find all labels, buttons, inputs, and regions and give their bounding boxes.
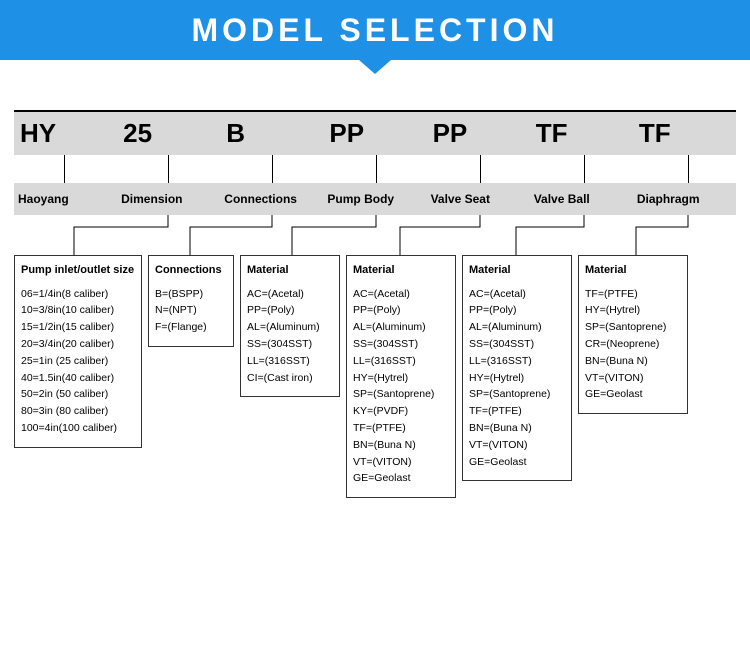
- label-cell: Pump Body: [323, 183, 426, 215]
- detail-box-header: Material: [353, 262, 449, 280]
- detail-box: Pump inlet/outlet size 06=1/4in(8 caliber…: [14, 255, 142, 448]
- detail-item: 80=3in (80 caliber): [21, 403, 135, 420]
- detail-item: AC=(Acetal): [247, 286, 333, 303]
- elbow-connector: [292, 215, 376, 255]
- detail-item: GE=Geolast: [585, 386, 681, 403]
- code-cell: PP: [323, 112, 426, 155]
- detail-box-header: Material: [247, 262, 333, 280]
- detail-item: SS=(304SST): [469, 336, 565, 353]
- detail-item: PP=(Poly): [353, 302, 449, 319]
- connector-line: [584, 155, 585, 183]
- banner-arrow-icon: [359, 60, 391, 74]
- code-cell: PP: [427, 112, 530, 155]
- code-cell: 25: [117, 112, 220, 155]
- detail-box-header: Connections: [155, 262, 227, 280]
- detail-item: AL=(Aluminum): [353, 319, 449, 336]
- detail-box-header: Material: [585, 262, 681, 280]
- detail-item: CI=(Cast iron): [247, 370, 333, 387]
- label-cell: Connections: [220, 183, 323, 215]
- connector-line: [64, 155, 65, 183]
- connector-line: [688, 155, 689, 183]
- detail-box: Connections B=(BSPP)N=(NPT)F=(Flange): [148, 255, 234, 347]
- detail-item: 10=3/8in(10 caliber): [21, 302, 135, 319]
- detail-item: SS=(304SST): [247, 336, 333, 353]
- detail-item: AL=(Aluminum): [247, 319, 333, 336]
- detail-item: LL=(316SST): [247, 353, 333, 370]
- detail-item: F=(Flange): [155, 319, 227, 336]
- code-row: HY25BPPPPTFTF: [14, 110, 736, 155]
- label-row: HaoyangDimensionConnectionsPump BodyValv…: [14, 183, 736, 215]
- detail-item: SP=(Santoprene): [585, 319, 681, 336]
- code-cell: HY: [14, 112, 117, 155]
- label-cell: Dimension: [117, 183, 220, 215]
- elbow-connector: [190, 215, 272, 255]
- detail-item: VT=(VITON): [469, 437, 565, 454]
- elbow-connector: [636, 215, 688, 255]
- detail-item: AL=(Aluminum): [469, 319, 565, 336]
- detail-item: 25=1in (25 caliber): [21, 353, 135, 370]
- detail-item: HY=(Hytrel): [585, 302, 681, 319]
- label-cell: Valve Ball: [530, 183, 633, 215]
- detail-item: HY=(Hytrel): [469, 370, 565, 387]
- connector-line: [168, 155, 169, 183]
- connectors-top: [14, 155, 736, 183]
- label-cell: Diaphragm: [633, 183, 736, 215]
- code-cell: TF: [530, 112, 633, 155]
- connectors-lower: [14, 215, 736, 255]
- detail-item: AC=(Acetal): [353, 286, 449, 303]
- detail-box: Material AC=(Acetal)PP=(Poly)AL=(Aluminum…: [240, 255, 340, 397]
- details-row: Pump inlet/outlet size 06=1/4in(8 caliber…: [14, 255, 736, 498]
- detail-item: BN=(Buna N): [585, 353, 681, 370]
- detail-item: 50=2in (50 caliber): [21, 386, 135, 403]
- connector-line: [376, 155, 377, 183]
- elbow-connector: [74, 215, 168, 255]
- detail-item: LL=(316SST): [353, 353, 449, 370]
- detail-item: SP=(Santoprene): [469, 386, 565, 403]
- label-cell: Haoyang: [14, 183, 117, 215]
- title-text: MODEL SELECTION: [192, 12, 559, 49]
- detail-item: HY=(Hytrel): [353, 370, 449, 387]
- detail-item: TF=(PTFE): [469, 403, 565, 420]
- detail-item: N=(NPT): [155, 302, 227, 319]
- elbow-connector: [516, 215, 584, 255]
- detail-box: Material AC=(Acetal)PP=(Poly)AL=(Aluminum…: [462, 255, 572, 481]
- detail-item: CR=(Neoprene): [585, 336, 681, 353]
- detail-item: 100=4in(100 caliber): [21, 420, 135, 437]
- detail-item: VT=(VITON): [353, 454, 449, 471]
- detail-item: PP=(Poly): [247, 302, 333, 319]
- detail-item: SP=(Santoprene): [353, 386, 449, 403]
- detail-item: TF=(PTFE): [585, 286, 681, 303]
- detail-box-header: Pump inlet/outlet size: [21, 262, 135, 280]
- detail-box: Material AC=(Acetal)PP=(Poly)AL=(Aluminum…: [346, 255, 456, 498]
- detail-item: 06=1/4in(8 caliber): [21, 286, 135, 303]
- detail-item: B=(BSPP): [155, 286, 227, 303]
- detail-item: GE=Geolast: [469, 454, 565, 471]
- title-banner: MODEL SELECTION: [0, 0, 750, 60]
- detail-item: VT=(VITON): [585, 370, 681, 387]
- detail-item: KY=(PVDF): [353, 403, 449, 420]
- elbow-connector: [400, 215, 480, 255]
- detail-item: GE=Geolast: [353, 470, 449, 487]
- detail-box-header: Material: [469, 262, 565, 280]
- code-cell: B: [220, 112, 323, 155]
- connector-line: [272, 155, 273, 183]
- detail-item: PP=(Poly): [469, 302, 565, 319]
- detail-item: TF=(PTFE): [353, 420, 449, 437]
- detail-item: 40=1.5in(40 caliber): [21, 370, 135, 387]
- code-cell: TF: [633, 112, 736, 155]
- detail-item: BN=(Buna N): [353, 437, 449, 454]
- diagram-container: HY25BPPPPTFTF HaoyangDimensionConnection…: [0, 110, 750, 498]
- detail-item: LL=(316SST): [469, 353, 565, 370]
- detail-item: 15=1/2in(15 caliber): [21, 319, 135, 336]
- detail-item: BN=(Buna N): [469, 420, 565, 437]
- detail-item: AC=(Acetal): [469, 286, 565, 303]
- connector-line: [480, 155, 481, 183]
- detail-item: SS=(304SST): [353, 336, 449, 353]
- detail-item: 20=3/4in(20 caliber): [21, 336, 135, 353]
- label-cell: Valve Seat: [427, 183, 530, 215]
- detail-box: Material TF=(PTFE)HY=(Hytrel)SP=(Santopre…: [578, 255, 688, 414]
